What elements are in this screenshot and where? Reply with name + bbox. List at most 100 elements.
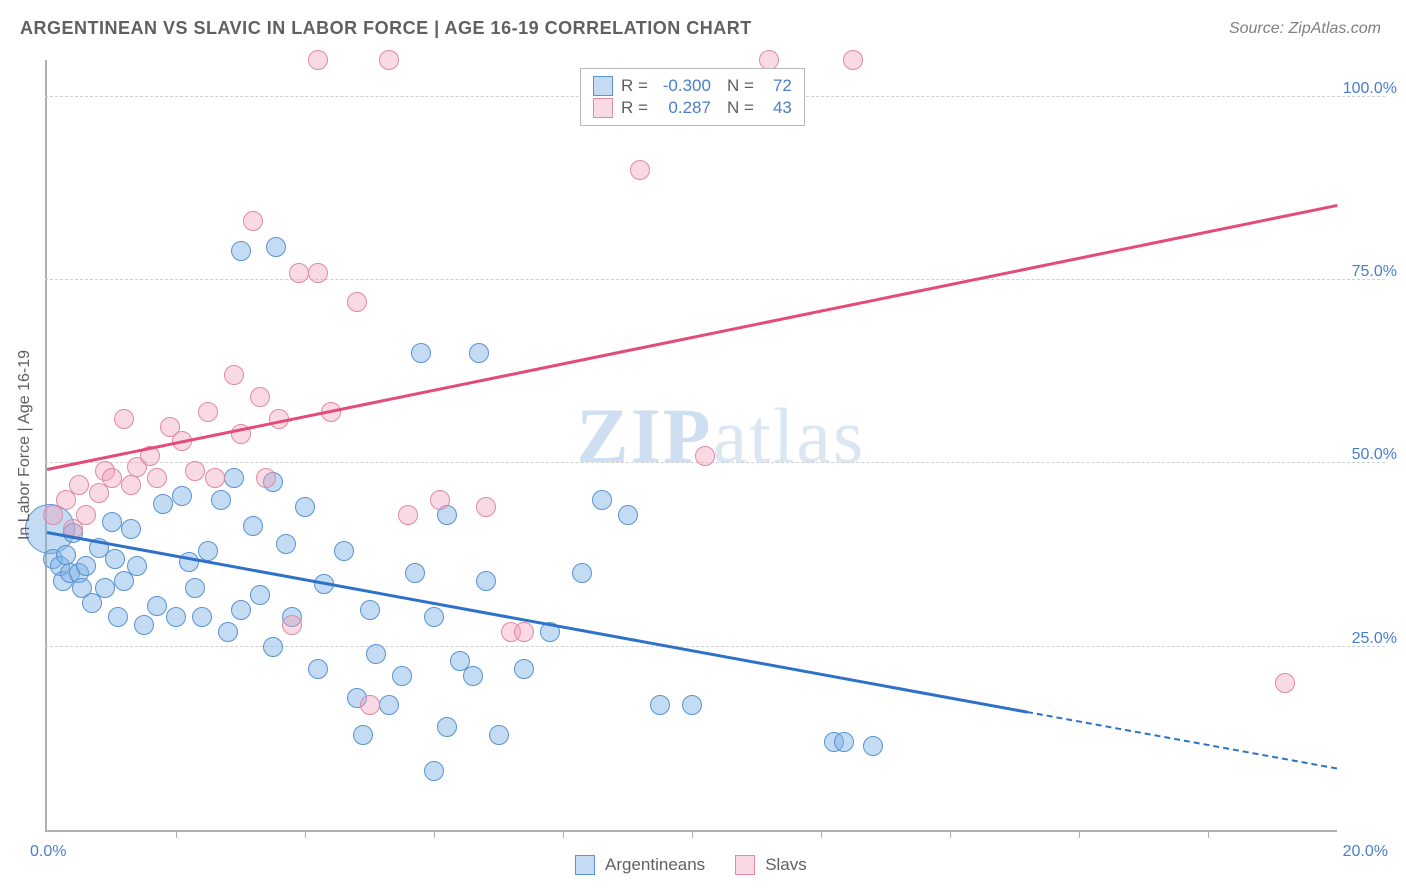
watermark: ZIPatlas (576, 391, 865, 481)
trend-line-dash (1027, 711, 1337, 769)
data-point-slavs (256, 468, 276, 488)
x-tick (176, 830, 177, 838)
data-point-slavs (379, 50, 399, 70)
data-point-slavs (185, 461, 205, 481)
gridline (45, 462, 1385, 463)
data-point-argentineans (276, 534, 296, 554)
x-tick (305, 830, 306, 838)
gridline (45, 646, 1385, 647)
data-point-slavs (147, 468, 167, 488)
data-point-slavs (198, 402, 218, 422)
stats-legend: R =-0.300N =72R =0.287N =43 (580, 68, 805, 126)
stats-legend-row-argentineans: R =-0.300N =72 (593, 76, 792, 96)
data-point-argentineans (263, 637, 283, 657)
n-label: N = (727, 76, 754, 96)
data-point-argentineans (405, 563, 425, 583)
legend-swatch (575, 855, 595, 875)
data-point-argentineans (514, 659, 534, 679)
data-point-argentineans (231, 241, 251, 261)
data-point-slavs (398, 505, 418, 525)
data-point-slavs (430, 490, 450, 510)
data-point-slavs (114, 409, 134, 429)
data-point-argentineans (95, 578, 115, 598)
data-point-argentineans (308, 659, 328, 679)
data-point-argentineans (266, 237, 286, 257)
data-point-argentineans (476, 571, 496, 591)
data-point-slavs (630, 160, 650, 180)
data-point-argentineans (834, 732, 854, 752)
data-point-argentineans (295, 497, 315, 517)
data-point-argentineans (392, 666, 412, 686)
data-point-argentineans (592, 490, 612, 510)
data-point-slavs (308, 263, 328, 283)
data-point-slavs (282, 615, 302, 635)
watermark-bold: ZIP (576, 392, 712, 479)
legend-swatch (593, 98, 613, 118)
y-axis-label: In Labor Force | Age 16-19 (16, 350, 34, 540)
data-point-argentineans (108, 607, 128, 627)
r-value: 0.287 (656, 98, 711, 118)
data-point-slavs (250, 387, 270, 407)
data-point-argentineans (469, 343, 489, 363)
x-tick (563, 830, 564, 838)
data-point-argentineans (863, 736, 883, 756)
data-point-argentineans (192, 607, 212, 627)
data-point-argentineans (243, 516, 263, 536)
data-point-argentineans (250, 585, 270, 605)
r-label: R = (621, 98, 648, 118)
data-point-argentineans (102, 512, 122, 532)
data-point-argentineans (682, 695, 702, 715)
data-point-slavs (205, 468, 225, 488)
data-point-argentineans (366, 644, 386, 664)
legend-swatch (735, 855, 755, 875)
x-tick (1208, 830, 1209, 838)
data-point-argentineans (56, 545, 76, 565)
data-point-slavs (289, 263, 309, 283)
data-point-argentineans (411, 343, 431, 363)
data-point-slavs (69, 475, 89, 495)
r-value: -0.300 (656, 76, 711, 96)
data-point-argentineans (153, 494, 173, 514)
legend-swatch (593, 76, 613, 96)
x-tick (821, 830, 822, 838)
y-tick-label: 75.0% (1342, 263, 1397, 281)
data-point-argentineans (463, 666, 483, 686)
data-point-argentineans (424, 607, 444, 627)
x-tick (692, 830, 693, 838)
y-tick-label: 100.0% (1342, 80, 1397, 98)
data-point-argentineans (572, 563, 592, 583)
chart-title: ARGENTINEAN VS SLAVIC IN LABOR FORCE | A… (20, 18, 752, 39)
data-point-argentineans (360, 600, 380, 620)
data-point-argentineans (166, 607, 186, 627)
data-point-slavs (759, 50, 779, 70)
data-point-argentineans (105, 549, 125, 569)
legend-label-slavs: Slavs (765, 855, 807, 875)
n-label: N = (727, 98, 754, 118)
data-point-argentineans (211, 490, 231, 510)
data-point-argentineans (218, 622, 238, 642)
data-point-slavs (224, 365, 244, 385)
x-tick-label-max: 20.0% (1343, 843, 1388, 861)
data-point-argentineans (437, 717, 457, 737)
n-value: 43 (762, 98, 792, 118)
series-legend: Argentineans Slavs (575, 855, 827, 875)
data-point-slavs (308, 50, 328, 70)
data-point-argentineans (489, 725, 509, 745)
data-point-slavs (843, 50, 863, 70)
data-point-argentineans (172, 486, 192, 506)
data-point-argentineans (424, 761, 444, 781)
watermark-rest: atlas (712, 392, 865, 479)
legend-label-argentineans: Argentineans (605, 855, 705, 875)
plot-area: ZIPatlas 25.0%50.0%75.0%100.0% (45, 60, 1337, 832)
data-point-argentineans (185, 578, 205, 598)
stats-legend-row-slavs: R = 0.287 N = 43 (593, 98, 792, 118)
data-point-argentineans (224, 468, 244, 488)
data-point-slavs (347, 292, 367, 312)
source-attribution: Source: ZipAtlas.com (1229, 20, 1381, 38)
data-point-argentineans (650, 695, 670, 715)
data-point-argentineans (334, 541, 354, 561)
data-point-argentineans (121, 519, 141, 539)
y-tick-label: 25.0% (1342, 630, 1397, 648)
data-point-argentineans (618, 505, 638, 525)
data-point-argentineans (379, 695, 399, 715)
